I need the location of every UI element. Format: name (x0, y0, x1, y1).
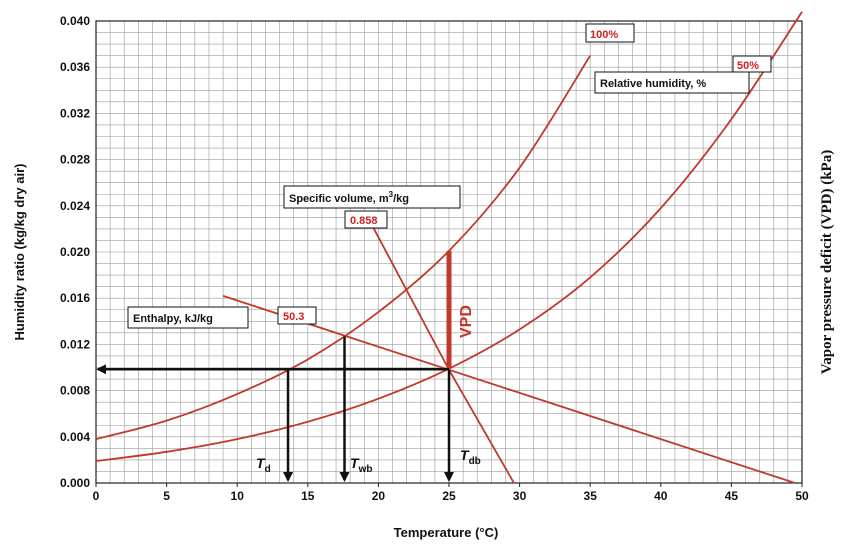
t-d-label: Td (256, 455, 271, 475)
svg-text:Relative humidity, %: Relative humidity, % (600, 78, 706, 90)
y-tick-label: 0.024 (60, 199, 90, 213)
right-axis-title: Vapor pressure deficit (VPD) (kPa) (819, 150, 835, 374)
x-tick-label: 15 (301, 489, 315, 503)
x-tick-label: 5 (163, 489, 170, 503)
rh-100-curve (95, 55, 591, 440)
specific-volume-value: 0.858 (344, 210, 388, 229)
y-tick-label: 0.028 (60, 153, 90, 167)
t-wb-label: Twb (350, 455, 372, 475)
specific-volume-label: Specific volume, m3/kg (283, 185, 461, 209)
y-tick-label: 0.004 (60, 430, 90, 444)
y-tick-label: 0.040 (60, 14, 90, 28)
specific-volume-line (371, 226, 515, 484)
y-tick-label: 0.012 (60, 337, 90, 351)
y-tick-label: 0.008 (60, 384, 90, 398)
x-tick-label: 25 (442, 489, 456, 503)
svg-text:Specific volume, m3/kg: Specific volume, m3/kg (289, 190, 409, 205)
rh-50-curve (95, 11, 803, 462)
x-tick-label: 0 (93, 489, 100, 503)
x-tick-label: 50 (795, 489, 809, 503)
x-tick-label: 20 (372, 489, 386, 503)
svg-text:50.3: 50.3 (283, 311, 304, 323)
x-tick-label: 10 (231, 489, 245, 503)
vpd-label: VPD (458, 305, 475, 338)
y-tick-label: 0.020 (60, 245, 90, 259)
rh-100-label: 100% (585, 23, 635, 43)
rh-50-label: 50% (732, 55, 772, 73)
x-tick-label: 35 (584, 489, 598, 503)
arrows (96, 336, 454, 482)
svg-text:50%: 50% (737, 60, 759, 72)
enthalpy-value: 50.3 (277, 306, 317, 325)
relative-humidity-label: Relative humidity, % (594, 71, 750, 94)
t-db-label: Tdb (460, 447, 481, 467)
tick-labels: 0 5 10 15 20 25 30 35 40 45 50 0.000 0.004 0.008 0.012… (60, 14, 809, 503)
x-tick-label: 40 (654, 489, 668, 503)
svg-text:Enthalpy, kJ/kg: Enthalpy, kJ/kg (133, 313, 213, 325)
enthalpy-label: Enthalpy, kJ/kg (127, 306, 249, 329)
y-tick-label: 0.000 (60, 476, 90, 490)
y-axis-title: Humidity ratio (kg/kg dry air) (12, 164, 27, 341)
svg-text:100%: 100% (590, 29, 618, 41)
svg-text:0.858: 0.858 (350, 215, 378, 227)
x-axis-title: Temperature (°C) (394, 525, 499, 540)
grid (95, 20, 803, 484)
x-tick-label: 45 (725, 489, 739, 503)
y-tick-label: 0.036 (60, 60, 90, 74)
x-tick-label: 30 (513, 489, 527, 503)
y-tick-label: 0.016 (60, 291, 90, 305)
y-tick-label: 0.032 (60, 106, 90, 120)
